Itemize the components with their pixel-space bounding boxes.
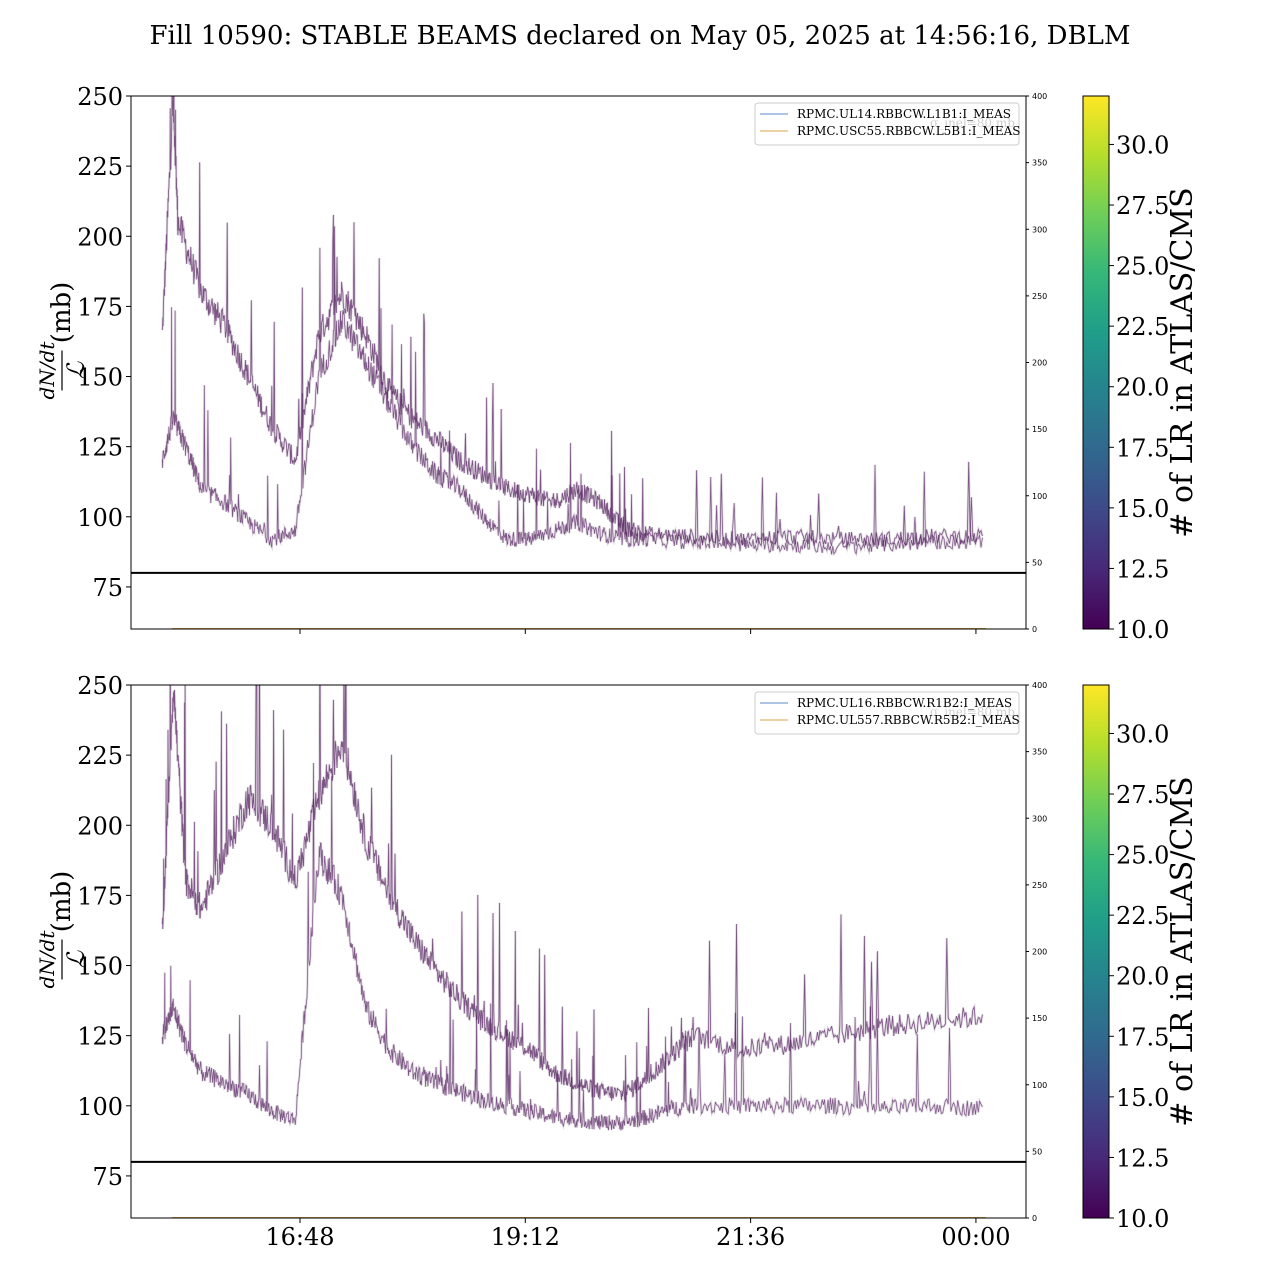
right-tick-label: 400 [1032, 681, 1047, 690]
panel-bottom: 75 100 125 150 175 200 225 250 0 50 100 150 200 250 30… [35, 672, 1200, 1251]
right-tick-label: 250 [1032, 881, 1047, 890]
y-tick-label: 100 [77, 1093, 123, 1121]
right-tick-label: 250 [1032, 292, 1047, 301]
right-tick-label: 100 [1032, 492, 1047, 501]
right-tick-label: 0 [1032, 1214, 1037, 1223]
series-line-trace-lower [161, 762, 983, 1131]
colorbar-tick-label: 12.5 [1116, 555, 1169, 583]
panel-top: 75 100 125 150 175 200 225 250 0 50 100 150 200 250 30… [35, 83, 1200, 644]
series-band-trace-lower [161, 226, 984, 558]
right-tick-label: 200 [1032, 948, 1047, 957]
legend-entry: RPMC.USC55.RBBCW.L5B1:I_MEAS [797, 124, 1020, 138]
y-tick-label: 250 [77, 83, 123, 111]
x-tick-label: 21:36 [716, 1223, 785, 1251]
y-tick-label: 125 [77, 434, 123, 462]
colorbar-label: # of LR in ATLAS/CMS [1165, 776, 1200, 1126]
colorbar-tick-label: 20.0 [1116, 374, 1169, 402]
colorbar-label: # of LR in ATLAS/CMS [1165, 187, 1200, 537]
colorbar-tick-label: 17.5 [1116, 1023, 1169, 1051]
y-tick-label: 200 [77, 223, 123, 251]
colorbar-tick-label: 20.0 [1116, 963, 1169, 991]
colorbar-tick-label: 10.0 [1116, 1205, 1169, 1233]
right-tick-label: 0 [1032, 625, 1037, 634]
colorbar-tick-label: 30.0 [1116, 131, 1169, 159]
legend-entry: RPMC.UL14.RBBCW.L1B1:I_MEAS [797, 107, 1011, 121]
colorbar-tick-label: 27.5 [1116, 192, 1169, 220]
series-line-trace-upper [161, 96, 983, 548]
series-line-trace-lower [161, 226, 983, 555]
right-tick-label: 200 [1032, 359, 1047, 368]
y-label-numerator: dN/dt [35, 930, 59, 989]
legend-box [754, 691, 1020, 735]
y-tick-label: 200 [77, 812, 123, 840]
colorbar-tick-label: 27.5 [1116, 781, 1169, 809]
series-band-trace-upper [161, 96, 984, 551]
colorbar-gradient [1082, 684, 1110, 1219]
y-tick-label: 225 [77, 742, 123, 770]
right-tick-label: 150 [1032, 1014, 1047, 1023]
legend-entry: RPMC.UL557.RBBCW.R5B2:I_MEAS [797, 713, 1020, 727]
legend-overlay-label: σ_inel=80 mb [930, 705, 1015, 719]
y-tick-label: 175 [77, 882, 123, 910]
y-label-denominator: ℒ [62, 361, 90, 379]
x-tick-label: 16:48 [265, 1223, 334, 1251]
x-tick-label: 00:00 [941, 1223, 1010, 1251]
y-axis-label: dN/dt ℒ (mb) [35, 282, 90, 400]
traces [161, 96, 984, 558]
y-tick-label: 175 [77, 293, 123, 321]
colorbar-tick-label: 22.5 [1116, 313, 1169, 341]
x-tick-label: 19:12 [491, 1223, 560, 1251]
right-tick-label: 350 [1032, 159, 1047, 168]
y-tick-label: 100 [77, 504, 123, 532]
right-tick-label: 50 [1032, 558, 1042, 567]
colorbar: 10.0 12.5 15.0 17.5 20.0 22.5 25.0 27.5 30.0 # of… [1082, 95, 1200, 644]
y-label-unit: (mb) [47, 871, 77, 933]
y-tick-label: 225 [77, 153, 123, 181]
colorbar-tick-label: 17.5 [1116, 434, 1169, 462]
right-tick-label: 100 [1032, 1081, 1047, 1090]
y-tick-label: 250 [77, 672, 123, 700]
y-tick-label: 75 [92, 574, 123, 602]
right-tick-label: 150 [1032, 425, 1047, 434]
figure-title: Fill 10590: STABLE BEAMS declared on May… [150, 21, 1131, 51]
y-label-numerator: dN/dt [35, 341, 59, 400]
colorbar-tick-label: 10.0 [1116, 616, 1169, 644]
y-label-unit: (mb) [47, 282, 77, 344]
right-tick-label: 400 [1032, 92, 1047, 101]
colorbar: 10.0 12.5 15.0 17.5 20.0 22.5 25.0 27.5 30.0 # of… [1082, 684, 1200, 1233]
legend-box [754, 102, 1020, 146]
colorbar-gradient [1082, 95, 1110, 630]
colorbar-tick-label: 25.0 [1116, 842, 1169, 870]
right-tick-label: 350 [1032, 748, 1047, 757]
y-tick-label: 150 [77, 364, 123, 392]
colorbar-tick-label: 12.5 [1116, 1144, 1169, 1172]
right-tick-label: 300 [1032, 225, 1047, 234]
legend-overlay-label: σ_inel=80 mb [930, 116, 1015, 130]
y-tick-label: 75 [92, 1163, 123, 1191]
series-line-trace-upper [161, 685, 983, 1102]
series-band-trace-upper [161, 685, 984, 1102]
y-label-denominator: ℒ [62, 950, 90, 968]
colorbar-tick-label: 15.0 [1116, 495, 1169, 523]
y-tick-label: 150 [77, 953, 123, 981]
colorbar-tick-label: 15.0 [1116, 1084, 1169, 1112]
right-tick-label: 50 [1032, 1147, 1042, 1156]
colorbar-tick-label: 25.0 [1116, 253, 1169, 281]
axes-frame [130, 684, 1027, 1219]
legend-entry: RPMC.UL16.RBBCW.R1B2:I_MEAS [797, 696, 1012, 710]
right-tick-label: 300 [1032, 814, 1047, 823]
y-axis-label: dN/dt ℒ (mb) [35, 871, 90, 989]
colorbar-tick-label: 22.5 [1116, 902, 1169, 930]
colorbar-tick-label: 30.0 [1116, 720, 1169, 748]
y-tick-label: 125 [77, 1023, 123, 1051]
traces [161, 685, 984, 1131]
series-band-trace-lower [161, 762, 984, 1131]
